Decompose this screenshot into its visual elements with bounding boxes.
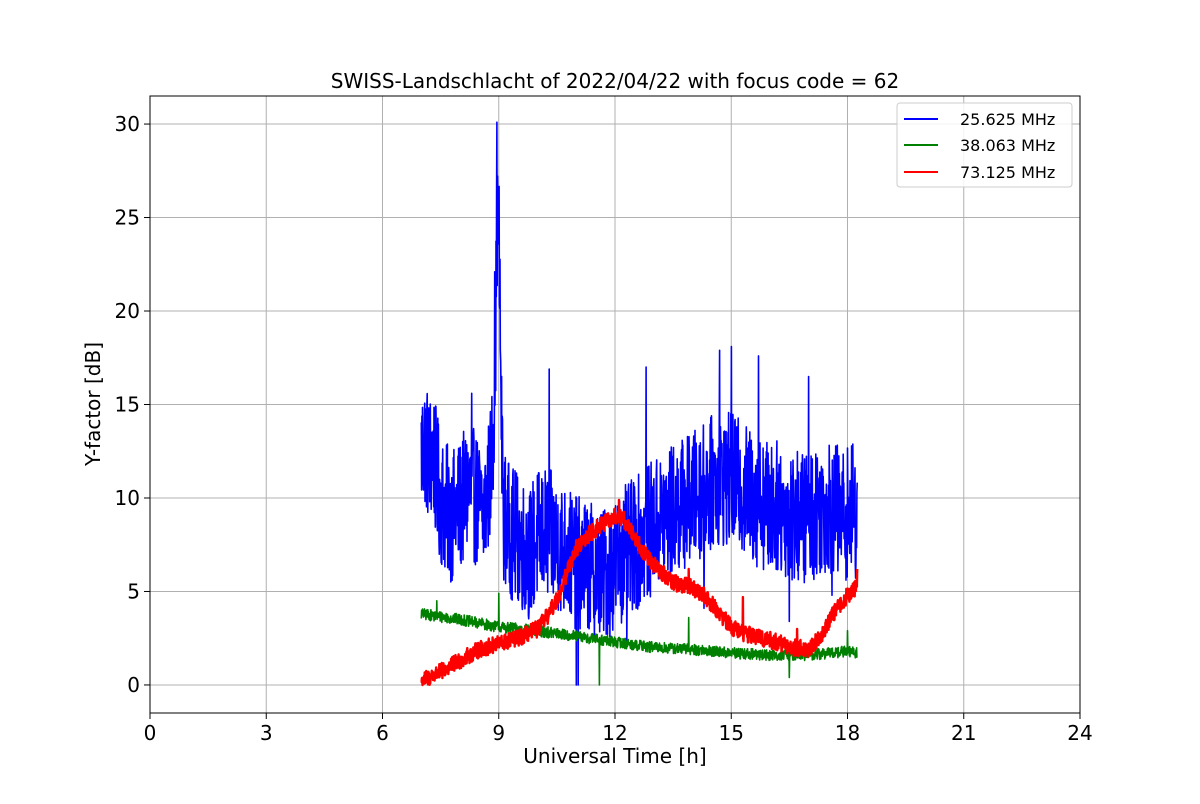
y-tick-label: 10 — [115, 486, 140, 510]
legend-box — [896, 102, 1073, 188]
x-tick-label: 0 — [144, 721, 157, 745]
y-tick-label: 20 — [115, 299, 140, 323]
legend-label-73-mhz: 73.125 MHz — [960, 163, 1055, 182]
y-tick-label: 15 — [115, 393, 140, 417]
x-tick-label: 15 — [719, 721, 744, 745]
x-tick-label: 12 — [602, 721, 627, 745]
x-tick-label: 3 — [260, 721, 273, 745]
x-tick-label: 18 — [835, 721, 860, 745]
y-tick-label: 0 — [127, 673, 140, 697]
y-axis-label: Y-factor [dB] — [81, 342, 105, 467]
series-layer — [420, 121, 859, 687]
ticks: 0 3 6 9 12 15 18 21 24 0 5 10 15 20 25 30 — [115, 112, 1093, 745]
x-tick-label: 6 — [376, 721, 389, 745]
legend-label-38-mhz: 38.063 MHz — [960, 136, 1055, 155]
series-line-3 — [420, 498, 859, 687]
x-tick-label: 24 — [1067, 721, 1092, 745]
series-line-2 — [420, 592, 858, 686]
y-tick-label: 30 — [115, 112, 140, 136]
y-tick-label: 5 — [127, 579, 140, 603]
chart-title: SWISS-Landschlacht of 2022/04/22 with fo… — [331, 69, 899, 93]
x-tick-label: 9 — [492, 721, 505, 745]
legend: 25.625 MHz 38.063 MHz 73.125 MHz — [896, 102, 1073, 188]
x-tick-label: 21 — [951, 721, 976, 745]
legend-label-25-mhz: 25.625 MHz — [960, 110, 1055, 129]
x-axis-label: Universal Time [h] — [523, 744, 706, 768]
y-tick-label: 25 — [115, 206, 140, 230]
